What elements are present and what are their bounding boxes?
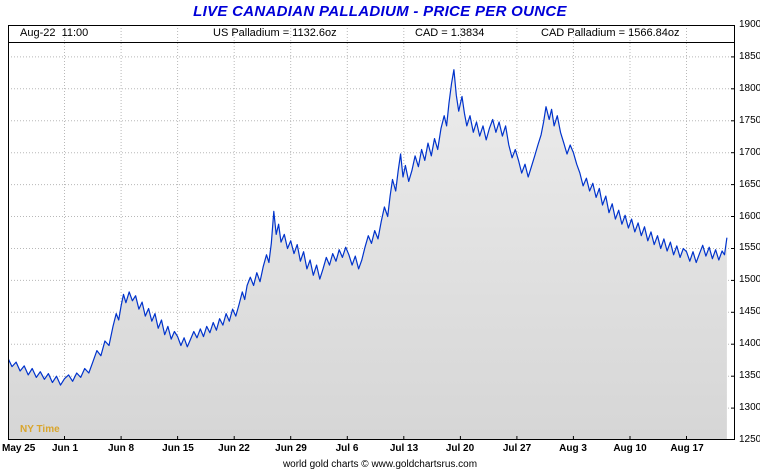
x-axis-label: Aug 3 [559,443,587,454]
y-axis-label: 1600 [739,211,760,222]
price-chart [7,24,735,441]
y-axis-label: 1850 [739,51,760,62]
y-axis-label: 1800 [739,83,760,94]
y-axis-label: 1750 [739,115,760,126]
y-axis-label: 1650 [739,179,760,190]
chart-header: Aug-22 11:00 US Palladium = 1132.6oz CAD… [8,25,735,43]
y-axis-labels: 1900 1850 1800 1750 1700 1650 1600 1550 1500 1450… [737,20,760,445]
x-axis-labels: May 25 Jun 1 Jun 8 Jun 15 Jun 22 Jun 29 Jul 6 J… [2,443,748,456]
x-axis-label: May 25 [2,443,36,454]
y-axis-label: 1700 [739,147,760,158]
x-axis-label: Jul 6 [335,443,359,454]
ny-time-label: NY Time [20,424,60,435]
x-axis-label: Jul 27 [502,443,532,454]
y-axis-label: 1250 [739,434,760,445]
y-axis-label: 1900 [739,19,760,30]
y-axis-label: 1450 [739,306,760,317]
x-axis-label: Jun 15 [162,443,194,454]
x-axis-label: Jun 1 [51,443,79,454]
x-axis-label: Aug 17 [670,443,704,454]
y-axis-label: 1500 [739,274,760,285]
x-axis-label: Jul 20 [445,443,475,454]
x-axis-label: Jun 29 [275,443,307,454]
plot-area: Aug-22 11:00 US Palladium = 1132.6oz CAD… [7,24,735,441]
x-axis-label: Jun 8 [107,443,135,454]
x-axis-label: Aug 10 [613,443,647,454]
y-axis-label: 1550 [739,242,760,253]
x-axis-label: Jul 13 [389,443,419,454]
x-axis-label: Jun 22 [218,443,250,454]
cad-rate-value: CAD = 1.3834 [415,27,485,39]
y-axis-label: 1300 [739,402,760,413]
chart-title: LIVE CANADIAN PALLADIUM - PRICE PER OUNC… [193,3,567,20]
cad-palladium-value: CAD Palladium = 1566.84oz [541,27,680,39]
credit-line: world gold charts © www.goldchartsrus.co… [282,459,478,470]
y-axis-label: 1350 [739,370,760,381]
timestamp-label: Aug-22 11:00 [20,27,89,39]
y-axis-label: 1400 [739,338,760,349]
us-palladium-value: US Palladium = 1132.6oz [213,27,337,39]
